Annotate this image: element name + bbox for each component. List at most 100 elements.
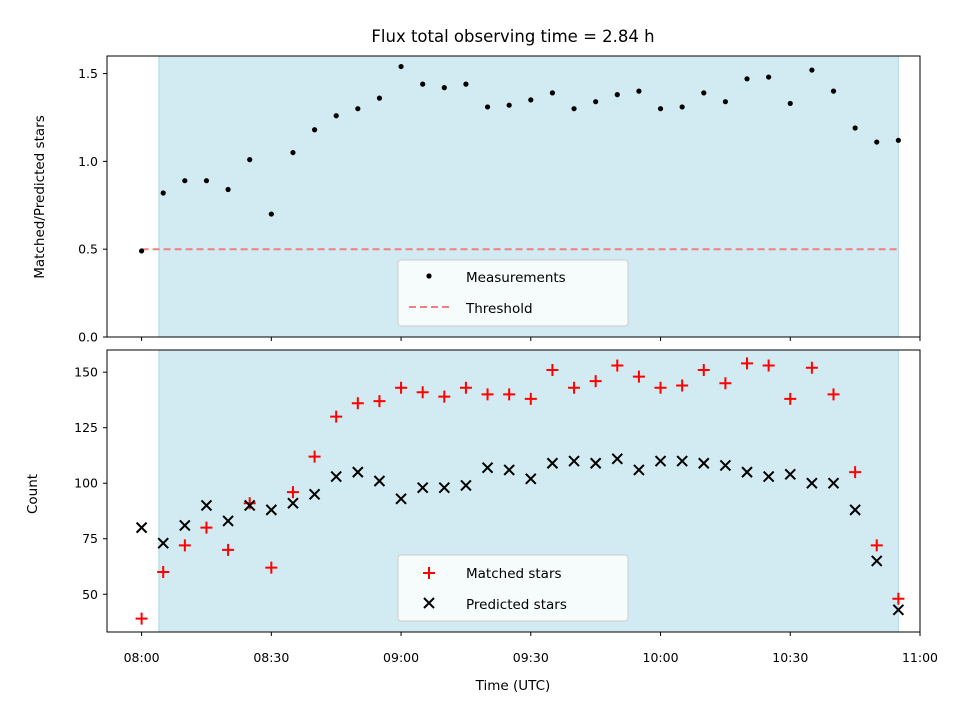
- measurement-point: [160, 190, 166, 196]
- bottom-x-tick-label: 10:00: [643, 650, 679, 665]
- bottom-panel: 50 75 100 125 150 08:00 08:30 09:00 09:30 10:00 1…: [25, 349, 938, 694]
- matched-stars-series: [135, 357, 905, 625]
- measurement-point: [614, 92, 620, 98]
- legend-matched-label: Matched stars: [466, 566, 562, 582]
- measurement-point: [268, 211, 274, 217]
- matched-star-point: [762, 359, 775, 372]
- matched-star-point: [892, 592, 905, 605]
- top-axes-frame: [106, 55, 921, 338]
- predicted-star-point: [806, 477, 818, 489]
- measurement-point: [657, 106, 664, 112]
- predicted-star-point: [741, 466, 753, 478]
- matched-star-point: [330, 410, 343, 423]
- matched-star-point: [632, 370, 645, 383]
- predicted-star-point: [525, 473, 537, 485]
- predicted-star-point: [698, 457, 710, 469]
- bottom-y-tick-label: 125: [74, 420, 98, 435]
- top-legend-box: [397, 259, 629, 327]
- measurement-point: [571, 106, 577, 112]
- measurement-point: [787, 100, 793, 107]
- bottom-y-axis: 50 75 100 125 150: [74, 365, 107, 602]
- bottom-legend: Matched stars Predicted stars: [397, 554, 629, 622]
- matched-star-point: [222, 543, 235, 556]
- bottom-x-tick-label: 09:00: [383, 650, 419, 665]
- matched-star-point: [654, 381, 667, 394]
- predicted-star-point: [179, 519, 191, 532]
- measurement-point: [203, 178, 210, 184]
- measurement-point: [549, 90, 556, 96]
- predicted-star-point: [373, 475, 386, 487]
- predicted-star-point: [827, 477, 840, 489]
- matched-star-point: [503, 388, 516, 401]
- predicted-star-point: [265, 504, 278, 516]
- bottom-x-tick-label: 08:00: [124, 650, 160, 665]
- bottom-x-tick-label: 09:30: [513, 650, 549, 665]
- top-legend: Measurements Threshold: [397, 259, 629, 327]
- measurement-point: [355, 106, 361, 112]
- predicted-star-point: [892, 604, 905, 616]
- measurement-point: [722, 99, 728, 105]
- predicted-star-point: [784, 468, 796, 481]
- legend-predicted-label: Predicted stars: [466, 597, 567, 613]
- top-y-tick-label: 0.5: [78, 242, 98, 257]
- matched-star-point: [849, 466, 862, 479]
- predicted-star-point: [654, 455, 667, 467]
- matched-star-point: [351, 397, 364, 410]
- measurement-point: [766, 74, 772, 80]
- bottom-y-tick-label: 150: [74, 365, 98, 380]
- legend-measurements-marker: [426, 273, 432, 279]
- measurement-point: [744, 76, 750, 82]
- bottom-y-axis-label: Count: [25, 474, 41, 514]
- predicted-star-point: [719, 459, 732, 472]
- measurement-point: [376, 95, 383, 101]
- measurement-point: [895, 137, 901, 143]
- matched-star-point: [784, 392, 797, 405]
- top-chart-title: Flux total observing time = 2.84 h: [371, 27, 654, 46]
- predicted-star-point: [503, 464, 515, 476]
- measurement-point: [528, 97, 534, 103]
- legend-measurements-label: Measurements: [466, 270, 566, 286]
- matched-star-point: [697, 363, 710, 376]
- legend-matched-marker: [423, 567, 435, 579]
- measurement-point: [506, 102, 512, 108]
- predicted-star-point: [157, 537, 169, 549]
- measurement-point: [138, 248, 145, 254]
- measurement-point: [247, 157, 253, 163]
- measurement-point: [182, 178, 188, 184]
- predicted-star-point: [352, 466, 364, 478]
- measurement-point: [225, 186, 231, 193]
- measurement-point: [809, 67, 815, 73]
- measurements-series: [138, 63, 901, 254]
- x-axis-label: Time (UTC): [475, 678, 551, 694]
- measurement-point: [830, 88, 837, 94]
- measurement-point: [852, 125, 858, 131]
- legend-predicted-marker: [423, 597, 435, 609]
- top-panel: 0.0 0.5 1.0 1.5 Matched/Predicted stars Mea…: [32, 55, 921, 345]
- matched-star-point: [308, 450, 321, 463]
- bottom-y-tick-label: 50: [82, 587, 98, 602]
- matched-star-point: [373, 395, 386, 408]
- bottom-y-tick-label: 100: [74, 476, 98, 491]
- predicted-star-point: [416, 481, 429, 494]
- predicted-star-point: [762, 470, 775, 483]
- matched-star-point: [568, 381, 581, 394]
- matched-star-point: [200, 521, 213, 534]
- predicted-star-point: [460, 479, 472, 492]
- matched-star-point: [611, 359, 624, 372]
- predicted-star-point: [676, 455, 688, 467]
- matched-star-point: [741, 357, 754, 370]
- top-y-tick-label: 1.0: [78, 154, 98, 169]
- matched-star-point: [827, 388, 840, 401]
- matched-star-point: [459, 381, 472, 394]
- matched-star-point: [481, 388, 494, 401]
- matched-star-point: [135, 612, 148, 625]
- top-y-tick-label: 1.5: [78, 66, 98, 81]
- matched-star-point: [438, 390, 451, 403]
- matched-star-point: [546, 363, 559, 376]
- matched-star-point: [719, 377, 732, 390]
- matched-star-point: [676, 379, 689, 392]
- measurement-point: [290, 149, 296, 156]
- matched-star-point: [395, 381, 408, 394]
- bottom-legend-box: [397, 554, 629, 622]
- bottom-axes-frame: [106, 349, 921, 633]
